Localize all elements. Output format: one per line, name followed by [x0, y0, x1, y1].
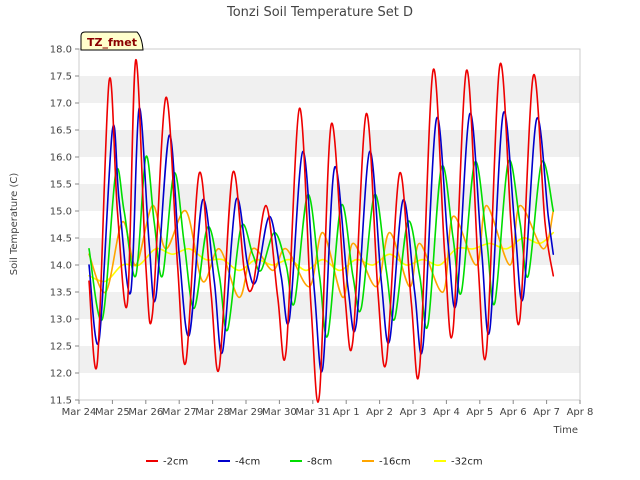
badge-box	[80, 31, 144, 51]
y-tick-label: 12.5	[50, 342, 72, 353]
y-tick-label: 13.5	[50, 288, 72, 299]
x-tick-label: Apr 5	[466, 407, 493, 418]
y-tick-label: 14.5	[50, 234, 72, 245]
x-tick-label: Apr 6	[500, 407, 527, 418]
series-line-4cmcm	[88, 107, 555, 373]
series-lines	[88, 58, 555, 403]
y-tick-label: 18.0	[50, 45, 72, 56]
x-tick-label: Mar 24	[62, 407, 97, 418]
grid-band	[79, 346, 580, 373]
y-tick-label: 16.0	[50, 153, 72, 164]
y-tick-label: 16.5	[50, 126, 72, 137]
y-tick-label: 15.5	[50, 180, 72, 191]
x-tick-label: Apr 7	[533, 407, 560, 418]
legend-label: -2cm	[163, 457, 188, 468]
y-axis-title: Soil Temperature (C)	[9, 173, 20, 276]
x-tick-label: Mar 30	[262, 407, 297, 418]
x-tick-label: Apr 2	[366, 407, 393, 418]
legend: -2cm -4cm -8cm -16cm -32cm	[146, 457, 483, 468]
y-axis: 11.5 12.0 12.5 13.0 13.5 14.0 14.5 15.0 15.5 16.0…	[50, 45, 79, 407]
plot-area	[78, 48, 581, 401]
y-tick-label: 12.0	[50, 369, 72, 380]
y-tick-label: 17.5	[50, 72, 72, 83]
series-line-32cmcm	[88, 231, 555, 283]
x-tick-label: Apr 3	[400, 407, 427, 418]
y-tick-label: 13.0	[50, 315, 72, 326]
y-tick-label: 14.0	[50, 261, 72, 272]
series-line-2cmcm	[88, 58, 555, 403]
x-tick-label: Apr 4	[433, 407, 460, 418]
x-tick-label: Mar 27	[162, 407, 197, 418]
legend-label: -8cm	[307, 457, 332, 468]
x-tick-label: Mar 31	[295, 407, 330, 418]
legend-label: -16cm	[379, 457, 411, 468]
x-axis-title: Time	[553, 425, 578, 436]
x-tick-label: Mar 26	[128, 407, 163, 418]
badge-label: TZ_fmet	[87, 36, 137, 49]
x-tick-label: Mar 29	[229, 407, 264, 418]
x-tick-label: Mar 28	[195, 407, 230, 418]
chart-title: Tonzi Soil Temperature Set D	[226, 5, 413, 20]
y-tick-label: 15.0	[50, 207, 72, 218]
badge: TZ_fmet	[80, 31, 144, 51]
y-tick-label: 11.5	[50, 396, 72, 407]
legend-label: -32cm	[451, 457, 483, 468]
x-tick-label: Apr 1	[333, 407, 360, 418]
legend-label: -4cm	[235, 457, 260, 468]
x-tick-label: Apr 8	[567, 407, 594, 418]
grid-band	[79, 76, 580, 103]
x-tick-label: Mar 25	[95, 407, 130, 418]
y-tick-label: 17.0	[50, 99, 72, 110]
